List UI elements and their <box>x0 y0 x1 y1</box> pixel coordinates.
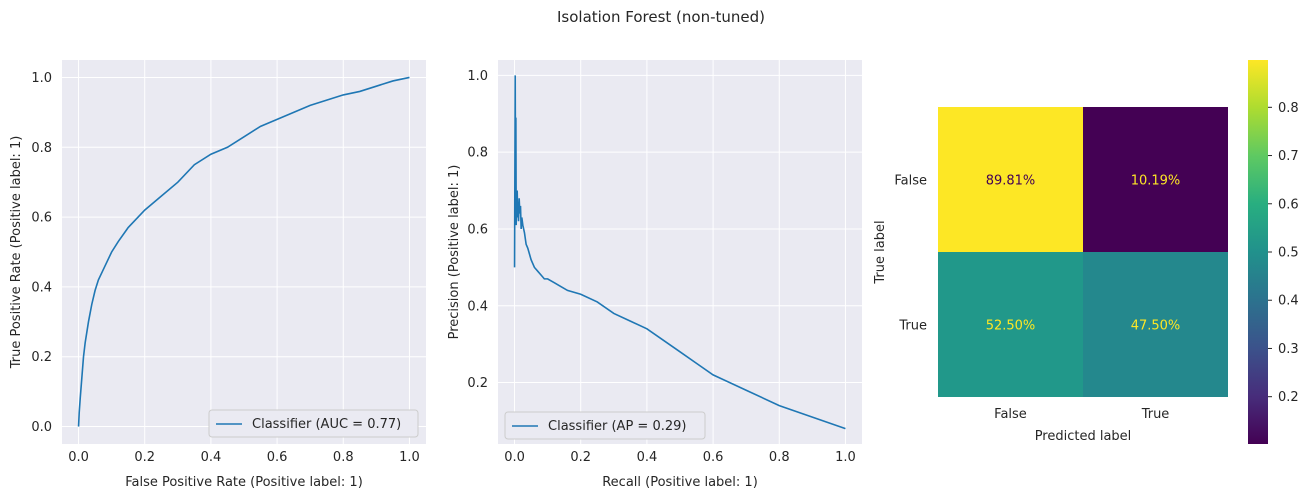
cm-x-label: Predicted label <box>1035 429 1132 444</box>
roc-legend-box <box>208 409 419 438</box>
pr-x-label: Recall (Positive label: 1) <box>602 475 758 490</box>
cm-cell-label-1-0: 52.50% <box>986 319 1036 334</box>
roc-legend-label: Classifier (AUC = 0.77) <box>252 417 401 432</box>
p1-y-tick-3: 0.6 <box>31 211 52 226</box>
pr-legend-box <box>504 411 706 440</box>
p2-x-tick-1: 0.2 <box>570 450 591 465</box>
p1-x-tick-3: 0.6 <box>267 450 288 465</box>
cm-cell-1-0 <box>938 252 1083 397</box>
cm-x-tick-1: True <box>1141 407 1170 422</box>
confusion-matrix-panel: 89.81% 10.19% 52.50% 47.50% False True False… <box>873 60 1299 444</box>
roc-y-label: True Positive Rate (Positive label: 1) <box>9 136 24 370</box>
cm-cell-label-0-1: 10.19% <box>1131 174 1181 189</box>
p2-x-tick-0: 0.0 <box>504 450 525 465</box>
cm-x-tick-0: False <box>994 407 1027 422</box>
p2-y-tick-1: 0.4 <box>467 299 488 314</box>
p1-y-tick-2: 0.4 <box>31 280 52 295</box>
pr-legend-label: Classifier (AP = 0.29) <box>548 419 686 434</box>
p2-y-tick-2: 0.6 <box>467 222 488 237</box>
p1-x-tick-5: 1.0 <box>399 450 420 465</box>
pr-curve <box>513 75 846 430</box>
colorbar-tick-2: 0.4 <box>1278 294 1299 309</box>
cm-y-tick-1: True <box>898 319 927 334</box>
p1-x-tick-0: 0.0 <box>68 450 89 465</box>
colorbar-tick-4: 0.6 <box>1278 197 1299 212</box>
p2-y-tick-0: 0.2 <box>467 376 488 391</box>
p2-x-tick-5: 1.0 <box>835 450 856 465</box>
colorbar-tick-0: 0.2 <box>1278 390 1299 405</box>
roc-x-ticks: 0.0 0.2 0.4 0.6 0.8 1.0 <box>68 450 420 465</box>
cm-y-tick-0: False <box>894 174 927 189</box>
p1-x-tick-4: 0.8 <box>333 450 354 465</box>
pr-x-ticks: 0.0 0.2 0.4 0.6 0.8 1.0 <box>504 450 856 465</box>
cm-y-ticks: False True <box>894 174 927 334</box>
roc-y-ticks: 0.0 0.2 0.4 0.6 0.8 1.0 <box>31 71 52 435</box>
colorbar-tick-1: 0.3 <box>1278 342 1299 357</box>
p1-y-tick-4: 0.8 <box>31 141 52 156</box>
p1-y-tick-5: 1.0 <box>31 71 52 86</box>
colorbar-tick-5: 0.7 <box>1278 149 1299 164</box>
colorbar-tick-3: 0.5 <box>1278 246 1299 261</box>
roc-grid <box>62 60 426 444</box>
colorbar-tick-6: 0.8 <box>1278 101 1299 116</box>
colorbar <box>1248 60 1268 444</box>
cm-cell-0-1 <box>1083 107 1228 252</box>
p2-y-tick-3: 0.8 <box>467 146 488 161</box>
p2-x-tick-3: 0.6 <box>703 450 724 465</box>
cm-cell-0-0 <box>938 107 1083 252</box>
p1-y-tick-1: 0.2 <box>31 350 52 365</box>
roc-plot-area <box>62 60 426 444</box>
roc-curve <box>77 76 410 427</box>
cm-cell-label-1-1: 47.50% <box>1131 319 1181 334</box>
p2-x-tick-4: 0.8 <box>769 450 790 465</box>
roc-panel: 0.0 0.2 0.4 0.6 0.8 1.0 0.0 0.2 0.4 0.6 0.8 1.0 Fa… <box>9 60 426 490</box>
cm-x-ticks: False True <box>994 407 1169 422</box>
cm-y-label: True label <box>873 220 888 284</box>
roc-x-label: False Positive Rate (Positive label: 1) <box>125 475 363 490</box>
p2-y-tick-4: 1.0 <box>467 69 488 84</box>
p1-x-tick-1: 0.2 <box>134 450 155 465</box>
pr-legend: Classifier (AP = 0.29) <box>504 411 706 440</box>
pr-y-label: Precision (Positive label: 1) <box>447 165 462 340</box>
p1-x-tick-2: 0.4 <box>201 450 222 465</box>
colorbar-ticks: 0.2 0.3 0.4 0.5 0.6 0.7 0.8 <box>1268 101 1299 405</box>
pr-panel: 0.0 0.2 0.4 0.6 0.8 1.0 0.2 0.4 0.6 0.8 1.0 Recal… <box>447 60 862 490</box>
p2-x-tick-2: 0.4 <box>637 450 658 465</box>
figure-title: Isolation Forest (non-tuned) <box>557 8 765 26</box>
pr-y-ticks: 0.2 0.4 0.6 0.8 1.0 <box>467 69 488 391</box>
cm-cell-1-1 <box>1083 252 1228 397</box>
roc-legend: Classifier (AUC = 0.77) <box>208 409 419 438</box>
pr-plot-area <box>498 60 862 444</box>
p1-y-tick-0: 0.0 <box>31 420 52 435</box>
confusion-matrix-cells: 89.81% 10.19% 52.50% 47.50% <box>938 107 1228 397</box>
cm-cell-label-0-0: 89.81% <box>986 174 1036 189</box>
